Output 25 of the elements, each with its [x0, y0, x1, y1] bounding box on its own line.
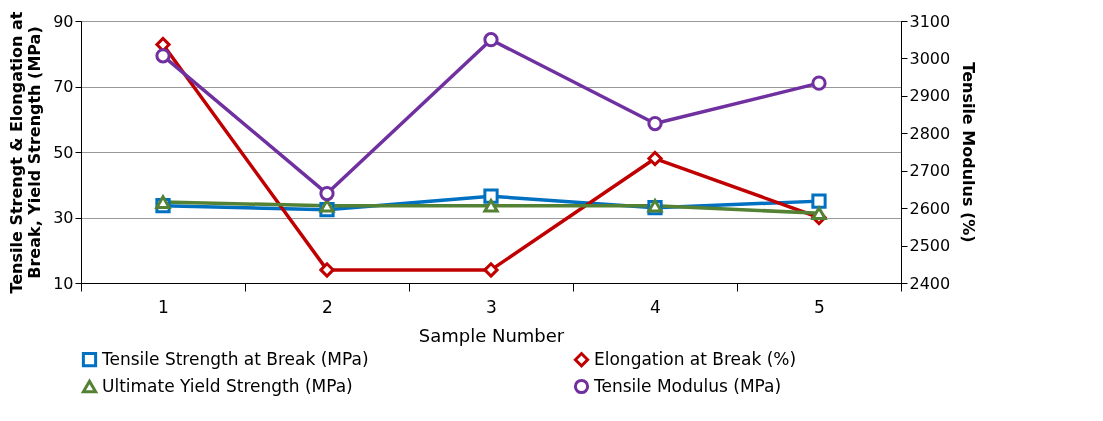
- y2-tick-label: 2700: [909, 161, 951, 181]
- x-tick-label: 5: [814, 296, 825, 317]
- x-tick-label: 2: [322, 296, 333, 317]
- x-tick-label: 3: [486, 296, 497, 317]
- legend-label: Ultimate Yield Strength (MPa): [102, 375, 353, 396]
- y-tick-label: 70: [53, 77, 74, 96]
- y2-tick-label: 2600: [909, 198, 951, 218]
- x-tick-label: 4: [650, 296, 661, 317]
- y-tick-label: 30: [53, 208, 74, 227]
- y2-tick-label: 2500: [909, 236, 951, 256]
- y2-tick-label: 3100: [909, 11, 951, 31]
- legend-label: Tensile Modulus (MPa): [593, 375, 782, 396]
- y-axis-title: Tensile Strengt & Elongation at Break, Yield Strength (MPa): [7, 11, 45, 294]
- y-tick-label: 50: [53, 142, 74, 162]
- y2-tick-label: 3000: [909, 48, 951, 68]
- y-tick-label: 90: [53, 11, 74, 31]
- y2-tick-label: 2800: [909, 123, 951, 143]
- y-tick-label: 10: [53, 273, 74, 293]
- x-tick-label: 1: [158, 296, 169, 317]
- y2-axis-title: Tensile Modulus (%): [959, 62, 979, 243]
- y2-tick-label: 2900: [909, 86, 951, 106]
- y2-tick-label: 2400: [909, 273, 951, 293]
- x-axis-title: Sample Number: [418, 324, 565, 346]
- legend-label: Tensile Strength at Break (MPa): [101, 348, 369, 369]
- legend-label: Elongation at Break (%): [594, 348, 797, 369]
